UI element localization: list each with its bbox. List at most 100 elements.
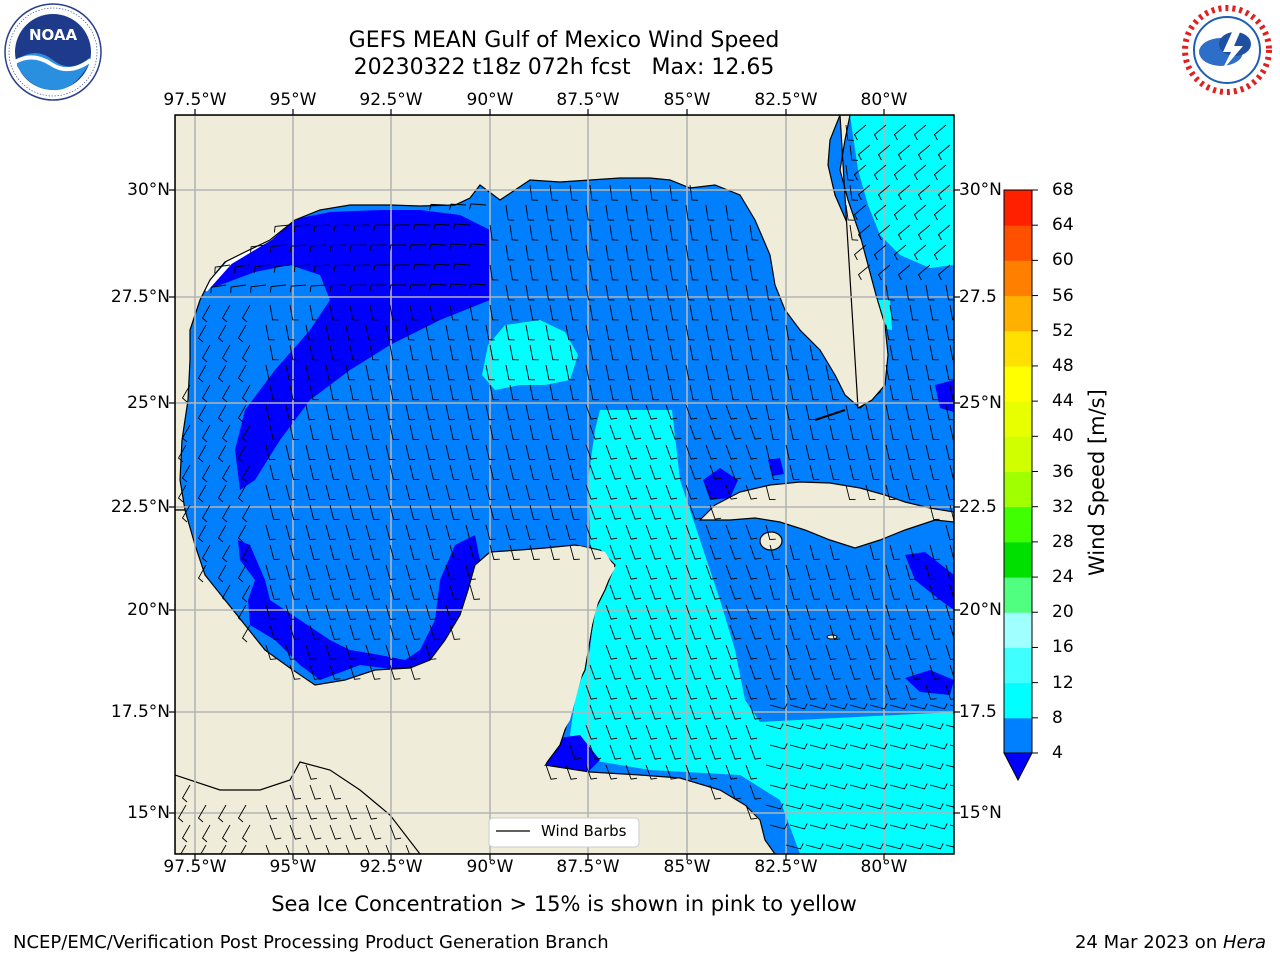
wind-barb [665, 604, 678, 620]
wind-barb [325, 324, 335, 341]
wind-barb [605, 324, 615, 341]
colorbar-level-label: 60 [1052, 250, 1074, 271]
wind-barb [825, 723, 844, 730]
wind-barb [705, 244, 715, 261]
wind-barb [385, 604, 397, 620]
colorbar-level-label: 52 [1052, 320, 1074, 341]
wind-barb [305, 604, 317, 620]
wind-barb [425, 644, 437, 660]
wind-barb [529, 424, 540, 441]
wind-barb [525, 204, 535, 221]
colorbar-segment [1004, 471, 1032, 508]
wind-barb [765, 524, 776, 540]
wind-barb [265, 564, 276, 580]
wind-barb [905, 404, 916, 421]
wind-barb [625, 684, 638, 700]
wind-barb [805, 604, 817, 620]
wind-barb [429, 544, 440, 560]
wind-barb [609, 384, 619, 401]
wind-barb [289, 544, 300, 560]
lat-label-right: 30°N [959, 180, 1002, 200]
colorbar-level-label: 68 [1052, 180, 1074, 200]
wind-barb [857, 224, 871, 241]
wind-barb [769, 384, 779, 401]
wind-barb [809, 823, 828, 830]
wind-barb [569, 744, 581, 760]
wind-barb [865, 564, 876, 580]
wind-barb [685, 724, 698, 740]
wind-barb [289, 464, 300, 481]
wind-barb [445, 324, 455, 341]
wind-barb [857, 144, 871, 161]
wind-barb [689, 664, 702, 680]
wind-barb [468, 243, 487, 250]
wind-region-lt4-south [238, 535, 480, 680]
wind-barb [665, 204, 675, 221]
colorbar-level-label: 56 [1052, 285, 1074, 306]
wind-barb [785, 644, 797, 660]
lon-label-bottom: 90°W [466, 857, 514, 877]
wind-barb [505, 324, 515, 341]
wind-barb [825, 644, 837, 660]
wind-barb [925, 284, 935, 301]
wind-barb [709, 344, 719, 361]
wind-barb [201, 824, 211, 843]
wind-barb [893, 244, 907, 261]
wind-barb [909, 384, 919, 401]
wind-barb [745, 444, 758, 460]
wind-barb [829, 624, 841, 640]
wind-barb [329, 244, 347, 252]
wind-barb [240, 844, 247, 854]
wind-barb [725, 404, 738, 420]
wind-barb [389, 344, 399, 361]
wind-barb [629, 224, 639, 241]
wind-barb [729, 664, 742, 680]
wind-barb [269, 584, 281, 600]
wind-barb [369, 424, 380, 441]
wind-barb [585, 764, 598, 780]
wind-barb [893, 204, 907, 221]
wind-barb [449, 424, 460, 441]
wind-barb [489, 464, 500, 481]
wind-barb [769, 624, 781, 640]
wind-barb [289, 344, 299, 361]
wind-barb [825, 803, 844, 810]
wind-barb [389, 464, 400, 481]
wind-barb [525, 364, 535, 381]
wind-barb [669, 624, 682, 640]
wind-barb [285, 524, 296, 540]
wind-barb [629, 184, 639, 201]
wind-barb [669, 224, 679, 241]
wind-barb [745, 684, 758, 700]
wind-barb [885, 803, 904, 810]
wind-barb [585, 524, 598, 540]
wind-barb [349, 244, 367, 252]
wind-barb [865, 444, 876, 461]
wind-barb [505, 484, 516, 501]
wind-barb [505, 524, 516, 540]
wind-barb [925, 684, 937, 700]
wind-barb [569, 464, 580, 481]
wind-barb [289, 244, 307, 253]
wind-barb [909, 544, 920, 560]
wind-barb [685, 364, 695, 381]
wind-barb [869, 544, 880, 560]
wind-barb [505, 404, 516, 421]
wind-barb [929, 464, 940, 481]
wind-barb [309, 244, 327, 252]
wind-barb [769, 304, 779, 321]
wind-barb [649, 504, 662, 520]
footer-date: 24 Mar 2023 on Hera [1075, 932, 1266, 954]
wind-barb [445, 564, 456, 580]
wind-barb [645, 764, 658, 780]
wind-barb [745, 404, 758, 420]
wind-barb [645, 324, 655, 341]
wind-barb [269, 504, 280, 520]
wind-barb [545, 764, 557, 780]
lon-label-top: 92.5°W [359, 90, 423, 110]
wind-barb [929, 664, 941, 680]
wind-barb [177, 444, 187, 463]
wind-barb [605, 724, 618, 740]
wind-barb [629, 664, 642, 680]
wind-barb [509, 224, 519, 241]
